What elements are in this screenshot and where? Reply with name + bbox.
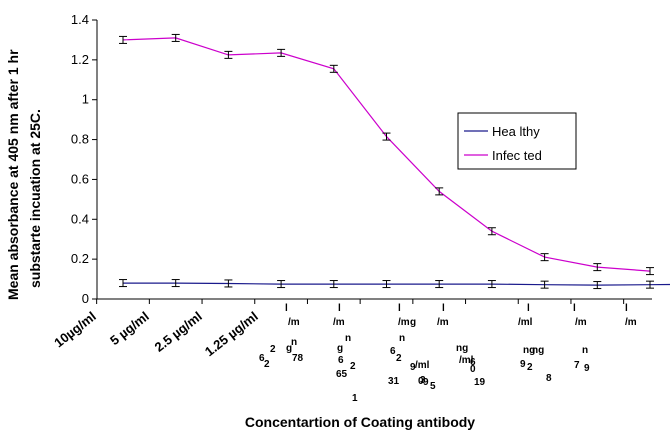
x-label-fragment: l: [285, 303, 288, 314]
x-label-fragment: 2: [527, 362, 533, 373]
x-label-fragment: n: [399, 333, 405, 344]
x-label-fragment: /ml: [459, 355, 474, 366]
x-label-fragment: /m: [398, 317, 410, 328]
x-label-fragment: n: [291, 337, 297, 348]
x-label-fragment: 2: [396, 353, 402, 364]
legend-label-infected: Infec ted: [492, 148, 542, 163]
x-label-fragment: 2: [350, 361, 356, 372]
x-label-fragment: g: [337, 343, 343, 354]
x-label-fragment: l: [398, 303, 401, 314]
x-label-fragment: n: [345, 333, 351, 344]
axes: [96, 20, 652, 300]
category-label-fragments: l/mng622l/mng6278651n62l/m31gl/m/ml3ng90…: [259, 303, 637, 404]
x-label-fragment: /m: [575, 317, 587, 328]
x-label-fragment: /ml: [415, 360, 430, 371]
x-label-fragment: 9: [584, 363, 590, 374]
x-label-fragment: 9: [423, 377, 429, 388]
legend-label-healthy: Hea lthy: [492, 124, 540, 139]
y-tick-label: 0.6: [71, 171, 89, 186]
x-label-fragment: l: [625, 303, 628, 314]
x-label-fragment: /m: [437, 317, 449, 328]
x-label-fragment: g: [286, 343, 292, 354]
x-label-fragment: l: [338, 303, 341, 314]
y-ticks: 0 0.2 0.4 0.6 0.8 1 1.2 1.4: [71, 12, 97, 306]
x-label-fragment: 7: [574, 360, 580, 371]
x-label-fragment: 2: [270, 344, 276, 355]
x-label-fragment: 3: [420, 375, 426, 386]
x-label-fragment: ng: [532, 345, 544, 356]
x-label-fragment: /m: [333, 317, 345, 328]
x-label-fragment: 6: [259, 353, 265, 364]
x-axis-title: Concentartion of Coating antibody: [245, 414, 475, 430]
x-label-fragment: ng: [523, 345, 535, 356]
x-category-label: 1.25 µg/ml: [202, 309, 261, 360]
x-label-fragment: /m: [288, 317, 300, 328]
x-label-fragment: 1: [352, 393, 358, 404]
x-label-fragment: l: [527, 303, 530, 314]
x-label-fragment: l: [573, 303, 576, 314]
x-ticks: [96, 299, 625, 304]
x-label-fragment: 9: [520, 359, 526, 370]
y-tick-label: 1: [82, 92, 89, 107]
x-category-label: 5 µg/ml: [107, 309, 152, 349]
x-label-fragment: n: [582, 345, 588, 356]
y-tick-label: 1.2: [71, 52, 89, 67]
x-label-fragment: 6: [338, 355, 344, 366]
series-line-healthy: [123, 282, 670, 286]
x-label-fragment: ng: [456, 343, 468, 354]
x-label-fragment: 19: [474, 377, 486, 388]
x-label-fragment: 6: [470, 357, 476, 368]
y-tick-label: 0.8: [71, 132, 89, 147]
legend-box: [457, 112, 577, 170]
x-label-fragment: l: [442, 303, 445, 314]
category-labels: 10µg/ml 5 µg/ml 2.5 µg/ml1.25 µg/ml: [51, 309, 261, 360]
y-axis-title-line2: substarte incuation at 25C.: [27, 109, 43, 288]
x-label-fragment: 78: [292, 353, 304, 364]
x-label-fragment: 9: [410, 362, 416, 373]
series-lines: [119, 33, 670, 290]
y-tick-label: 1.4: [71, 12, 89, 27]
x-label-fragment: 0: [470, 364, 476, 375]
x-label-fragment: 0: [418, 376, 424, 387]
x-label-fragment: 8: [546, 373, 552, 384]
y-tick-label: 0.4: [71, 211, 89, 226]
x-label-fragment: /ml: [518, 317, 533, 328]
x-label-fragment: /m: [625, 317, 637, 328]
legend: Hea lthy Infec ted: [457, 112, 577, 170]
x-label-fragment: g: [410, 317, 416, 328]
x-label-fragment: 31: [388, 376, 400, 387]
y-tick-label: 0: [82, 291, 89, 306]
x-category-label: 2.5 µg/ml: [152, 309, 205, 355]
x-category-label: 10µg/ml: [51, 309, 99, 351]
x-label-fragment: 2: [264, 359, 270, 370]
x-label-fragment: 5: [430, 381, 436, 392]
x-label-fragment: 65: [336, 369, 348, 380]
x-label-fragment: 6: [390, 346, 396, 357]
y-tick-label: 0.2: [71, 251, 89, 266]
y-axis-title-line1: Mean absorbance at 405 nm after 1 hr: [5, 49, 21, 300]
